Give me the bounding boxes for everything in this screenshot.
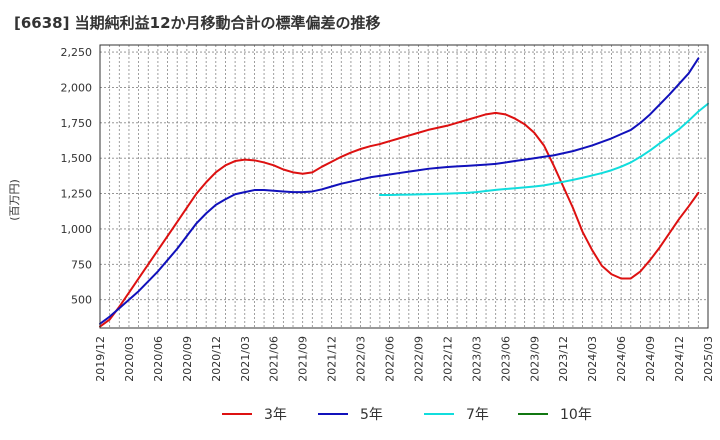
x-tick-label: 2023/06: [499, 336, 512, 382]
x-tick-label: 2020/03: [123, 336, 136, 382]
legend-label-2: 5年: [360, 407, 383, 423]
x-tick-label: 2023/03: [470, 336, 483, 382]
y-tick-label: 1,750: [61, 117, 93, 130]
x-tick-label: 2022/03: [355, 336, 368, 382]
x-tick-label: 2021/12: [326, 336, 339, 382]
x-tick-label: 2024/09: [644, 336, 657, 382]
x-tick-label: 2022/09: [412, 336, 425, 382]
plot-frame: [99, 44, 709, 329]
x-tick-label: 2019/12: [94, 336, 107, 382]
x-tick-label: 2023/12: [557, 336, 570, 382]
x-tick-label: 2022/06: [384, 336, 397, 382]
y-axis-ticks: 500 750 1,000 1,250 1,500 1,750 2,000 2,250: [61, 46, 93, 307]
x-tick-label: 2024/12: [673, 336, 686, 382]
chart-title: [6638] 当期純利益12か月移動合計の標準偏差の推移: [14, 14, 381, 32]
series-line-3: [378, 102, 709, 196]
x-tick-label: 2021/06: [268, 336, 281, 382]
x-tick-label: 2024/06: [615, 336, 628, 382]
x-tick-label: 2024/03: [586, 336, 599, 382]
x-tick-label: 2023/09: [528, 336, 541, 382]
y-tick-label: 1,250: [61, 188, 93, 201]
legend-label-3: 7年: [466, 407, 489, 423]
legend-label-4: 10年: [560, 407, 592, 423]
y-tick-label: 1,500: [61, 152, 93, 165]
x-tick-label: 2020/06: [152, 336, 165, 382]
y-tick-label: 2,000: [61, 81, 93, 94]
x-tick-label: 2020/09: [181, 336, 194, 382]
y-tick-label: 2,250: [61, 46, 93, 59]
legend: 3年 5年 7年 10年: [222, 407, 592, 423]
y-axis-label: (百万円): [8, 179, 21, 221]
y-tick-label: 500: [71, 294, 92, 307]
series-line-1: [99, 111, 700, 328]
series-line-2: [99, 57, 700, 325]
x-axis-ticks: 2019/12 2020/03 2020/06 2020/09 2020/12 2021/…: [94, 336, 715, 382]
legend-label-1: 3年: [264, 407, 287, 423]
x-tick-label: 2021/09: [297, 336, 310, 382]
x-tick-label: 2020/12: [210, 336, 223, 382]
x-tick-label: 2021/03: [239, 336, 252, 382]
y-tick-label: 1,000: [61, 223, 93, 236]
series-lines: [99, 57, 709, 328]
y-tick-label: 750: [71, 258, 92, 271]
x-tick-label: 2025/03: [702, 336, 715, 382]
x-tick-label: 2022/12: [441, 336, 454, 382]
